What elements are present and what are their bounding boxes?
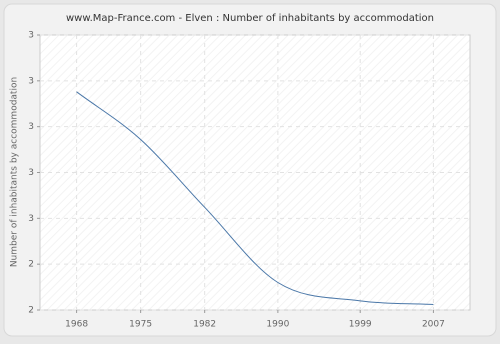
y-tick-label: 3 <box>28 31 34 41</box>
x-tick-label: 1975 <box>129 320 152 330</box>
y-tick-label: 3 <box>28 76 34 86</box>
x-tick-label: 1982 <box>193 320 216 330</box>
chart-title: www.Map-France.com - Elven : Number of i… <box>66 13 434 24</box>
x-tick-label: 1990 <box>266 320 289 330</box>
y-tick-label: 3 <box>28 168 34 178</box>
x-tick-label: 2007 <box>422 320 445 330</box>
y-tick-label: 3 <box>28 122 34 132</box>
plot-area <box>39 34 471 311</box>
y-tick-label: 2 <box>28 260 34 270</box>
x-tick-label: 1999 <box>349 320 372 330</box>
line <box>76 91 434 305</box>
x-tick-label: 1968 <box>65 320 88 330</box>
y-tick-label: 3 <box>28 214 34 224</box>
y-tick-label: 2 <box>28 306 34 316</box>
y-axis-label: Number of inhabitants by accommodation <box>10 77 20 267</box>
